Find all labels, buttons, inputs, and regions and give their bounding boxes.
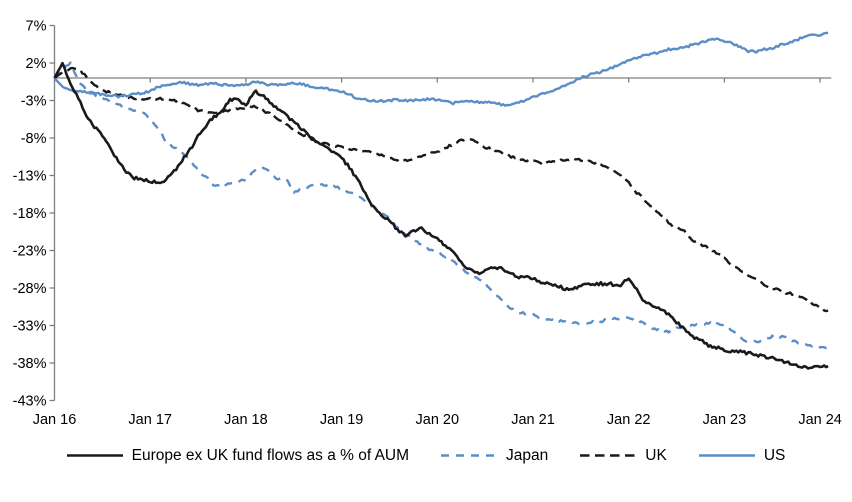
- legend-label-uk: UK: [645, 447, 667, 464]
- y-axis-tick-label: -43%: [13, 394, 47, 410]
- y-axis-tick-label: -8%: [21, 131, 47, 147]
- series-line-uk: [53, 66, 829, 313]
- x-axis-tick-label: Jan 19: [320, 412, 364, 428]
- y-axis-tick-label: -28%: [13, 281, 47, 297]
- y-axis-tick-label: 2%: [26, 56, 47, 72]
- legend-swatch-solid-blue-line: [698, 454, 755, 457]
- legend-label-japan: Japan: [506, 447, 549, 464]
- series-line-europe-ex-uk: [53, 61, 829, 370]
- series-line-japan: [53, 61, 829, 350]
- x-axis-tick-label: Jan 18: [224, 412, 268, 428]
- x-axis-tick-label: Jan 16: [33, 412, 77, 428]
- x-axis-tick-label: Jan 20: [416, 412, 460, 428]
- y-axis-tick-label: 7%: [26, 19, 47, 35]
- legend-label-europe-ex-uk: Europe ex UK fund flows as a % of AUM: [131, 447, 410, 464]
- legend-label-us: US: [763, 447, 786, 464]
- y-axis-tick-label: -18%: [13, 206, 47, 222]
- x-axis-tick-label: Jan 23: [703, 412, 747, 428]
- legend-item-europe-ex-uk: Europe ex UK fund flows as a % of AUM: [66, 447, 410, 464]
- legend-swatch-solid-black-line: [66, 454, 123, 458]
- y-axis-tick-label: -23%: [13, 244, 47, 260]
- legend-item-japan: Japan: [441, 448, 548, 464]
- series-line-us: [53, 31, 829, 107]
- chart-plot-area: 7% 2% -3% -8% -13% -18% -23% -28% -33% -38% -43% Ja…: [13, 19, 842, 429]
- y-axis-tick-label: -13%: [13, 169, 47, 185]
- legend-swatch-dashed-black-line: [580, 454, 637, 457]
- chart-legend: Europe ex UK fund flows as a % of AUM Ja…: [0, 448, 852, 464]
- y-axis-tick-label: -3%: [21, 94, 47, 110]
- x-axis-tick-label: Jan 22: [607, 412, 651, 428]
- legend-swatch-dashed-blue-line: [441, 454, 498, 457]
- x-axis-tick-label: Jan 21: [511, 412, 555, 428]
- legend-item-uk: UK: [580, 448, 667, 464]
- y-axis-tick-label: -38%: [13, 356, 47, 372]
- y-axis-tick-label: -33%: [13, 319, 47, 335]
- x-axis-tick-label: Jan 24: [798, 412, 842, 428]
- x-axis-tick-label: Jan 17: [128, 412, 172, 428]
- legend-item-us: US: [698, 447, 786, 464]
